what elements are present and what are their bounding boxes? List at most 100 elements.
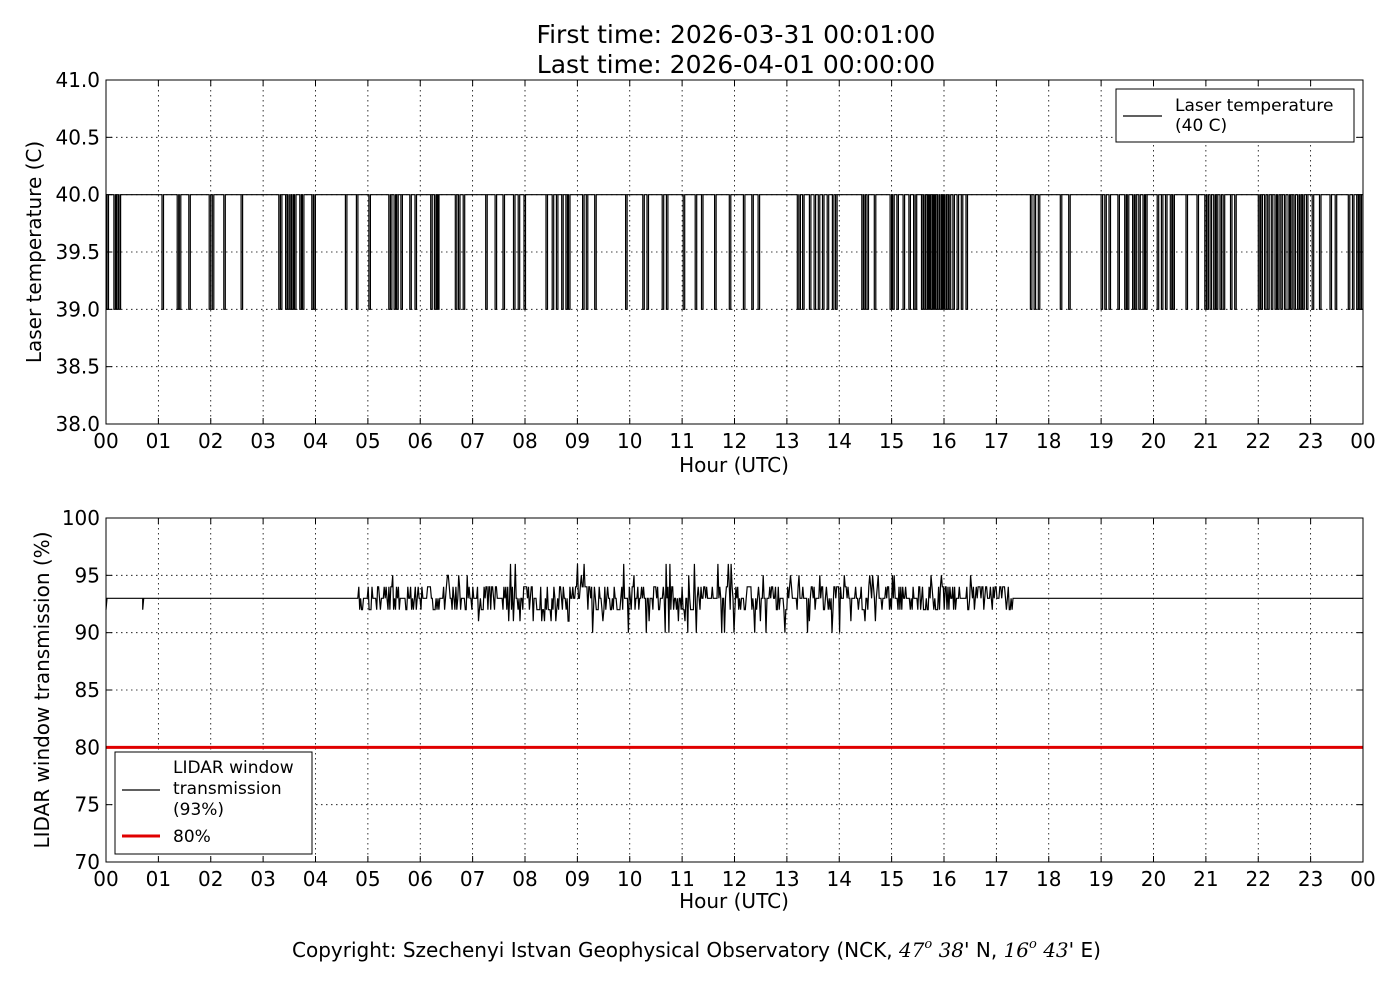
top-x-tick-label: 18 xyxy=(1036,429,1061,453)
bottom-x-tick-label: 09 xyxy=(565,867,590,891)
top-legend-box xyxy=(1115,88,1355,143)
top-x-tick-label: 22 xyxy=(1246,429,1271,453)
latitude-degree-mark: o xyxy=(924,937,932,952)
copyright-text: Copyright: Szechenyi Istvan Geophysical … xyxy=(292,937,1101,962)
bottom-x-axis-label: Hour (UTC) xyxy=(679,889,789,913)
top-x-tick-label: 21 xyxy=(1193,429,1218,453)
top-x-tick-label: 09 xyxy=(565,429,590,453)
top-legend-label: Laser temperature (40 C) xyxy=(1175,96,1333,136)
top-y-tick-label: 38.0 xyxy=(55,412,100,436)
bottom-x-tick-label: 00 xyxy=(1350,867,1375,891)
bottom-y-tick-label: 70 xyxy=(75,850,100,874)
bottom-x-tick-label: 17 xyxy=(984,867,1009,891)
bottom-x-tick-label: 20 xyxy=(1141,867,1166,891)
latitude-minutes: 38 xyxy=(932,938,964,962)
top-x-tick-label: 11 xyxy=(669,429,694,453)
bottom-x-tick-label: 14 xyxy=(827,867,852,891)
top-y-tick-label: 40.0 xyxy=(55,183,100,207)
top-x-tick-label: 23 xyxy=(1298,429,1323,453)
top-y-tick-label: 39.5 xyxy=(55,240,100,264)
bottom-x-tick-label: 01 xyxy=(146,867,171,891)
bottom-grid xyxy=(105,517,1364,863)
bottom-x-tick-label: 06 xyxy=(408,867,433,891)
top-x-tick-label: 00 xyxy=(1350,429,1375,453)
top-x-tick-label: 04 xyxy=(303,429,328,453)
bottom-x-tick-label: 08 xyxy=(512,867,537,891)
top-x-tick-label: 07 xyxy=(460,429,485,453)
laser-temperature-chart: 38.0 38.5 39.0 39.5 40.0 40.5 41.0 00 01 02 03 04 0… xyxy=(22,68,1376,477)
top-x-tick-label: 05 xyxy=(355,429,380,453)
latitude-degrees: 47 xyxy=(898,938,925,962)
top-y-axis-label: Laser temperature (C) xyxy=(22,141,46,363)
bottom-y-tick-labels: 70 75 80 85 90 95 100 xyxy=(62,506,100,874)
bottom-x-tick-label: 03 xyxy=(250,867,275,891)
top-x-tick-label: 08 xyxy=(512,429,537,453)
bottom-x-tick-label: 13 xyxy=(774,867,799,891)
bottom-series xyxy=(105,563,1363,749)
top-x-axis-label: Hour (UTC) xyxy=(679,453,789,477)
longitude-degree-mark: o xyxy=(1029,937,1037,952)
bottom-x-tick-label: 12 xyxy=(722,867,747,891)
copyright-prefix: Copyright: Szechenyi Istvan Geophysical … xyxy=(292,938,899,962)
bottom-y-tick-label: 100 xyxy=(62,506,100,530)
top-x-tick-label: 10 xyxy=(617,429,642,453)
top-x-tick-label: 01 xyxy=(146,429,171,453)
lidar-transmission-chart: 70 75 80 85 90 95 100 00 01 02 03 04 05 06 07 08 09 10 11… xyxy=(30,506,1376,913)
bottom-x-tick-label: 04 xyxy=(303,867,328,891)
top-x-tick-label: 03 xyxy=(250,429,275,453)
top-y-tick-label: 39.0 xyxy=(55,297,100,321)
bottom-legend: LIDAR window transmission (93%) 80% xyxy=(114,751,313,855)
longitude-degrees: 16 xyxy=(1004,938,1030,962)
bottom-y-tick-label: 90 xyxy=(75,621,100,645)
bottom-x-tick-label: 10 xyxy=(617,867,642,891)
latitude-suffix: ' N, xyxy=(964,938,1004,962)
bottom-plot-frame xyxy=(105,517,1364,863)
bottom-x-tick-labels: 00 01 02 03 04 05 06 07 08 09 10 11 12 13 14 15 16 17 18 19… xyxy=(93,867,1375,891)
top-y-tick-label: 40.5 xyxy=(55,125,100,149)
legend-line: Laser temperature xyxy=(1175,96,1333,116)
bottom-legend-label-transmission: LIDAR window transmission (93%) xyxy=(173,758,294,820)
bottom-x-tick-label: 15 xyxy=(879,867,904,891)
bottom-y-tick-label: 75 xyxy=(75,793,100,817)
top-x-tick-label: 06 xyxy=(408,429,433,453)
title-line-1: First time: 2026-03-31 00:01:00 xyxy=(537,20,936,49)
top-y-tick-labels: 38.0 38.5 39.0 39.5 40.0 40.5 41.0 xyxy=(55,68,100,436)
bottom-x-tick-label: 02 xyxy=(198,867,223,891)
bottom-x-tick-label: 07 xyxy=(460,867,485,891)
bottom-y-tick-label: 95 xyxy=(75,563,100,587)
top-x-tick-label: 13 xyxy=(774,429,799,453)
longitude-minutes: 43 xyxy=(1037,938,1069,962)
bottom-y-axis-label: LIDAR window transmission (%) xyxy=(30,532,54,849)
top-legend: Laser temperature (40 C) xyxy=(1115,88,1355,143)
top-y-tick-label: 38.5 xyxy=(55,355,100,379)
bottom-x-tick-label: 21 xyxy=(1193,867,1218,891)
bottom-x-tick-label: 05 xyxy=(355,867,380,891)
bottom-y-tick-label: 80 xyxy=(75,735,100,759)
top-x-tick-label: 15 xyxy=(879,429,904,453)
bottom-x-tick-label: 23 xyxy=(1298,867,1323,891)
top-x-tick-label: 14 xyxy=(827,429,852,453)
bottom-x-tick-label: 11 xyxy=(669,867,694,891)
bottom-legend-label-threshold: 80% xyxy=(173,827,211,847)
top-plot-frame xyxy=(105,79,1364,425)
legend-line: LIDAR window xyxy=(173,758,294,778)
top-x-tick-label: 02 xyxy=(198,429,223,453)
top-series xyxy=(106,194,1364,310)
top-x-tick-labels: 00 01 02 03 04 05 06 07 08 09 10 11 12 13 14 15 16 17 18 19… xyxy=(93,429,1375,453)
bottom-x-tick-label: 00 xyxy=(93,867,118,891)
bottom-x-tick-label: 18 xyxy=(1036,867,1061,891)
longitude-suffix: ' E) xyxy=(1069,938,1101,962)
top-x-tick-label: 17 xyxy=(984,429,1009,453)
top-x-tick-label: 16 xyxy=(931,429,956,453)
bottom-x-tick-label: 22 xyxy=(1246,867,1271,891)
bottom-x-tick-label: 16 xyxy=(931,867,956,891)
top-x-tick-label: 00 xyxy=(93,429,118,453)
top-x-tick-label: 12 xyxy=(722,429,747,453)
top-series-line xyxy=(106,194,1364,310)
title-line-2: Last time: 2026-04-01 00:00:00 xyxy=(537,50,935,79)
top-y-tick-label: 41.0 xyxy=(55,68,100,92)
top-x-tick-label: 20 xyxy=(1141,429,1166,453)
legend-line: transmission xyxy=(173,779,282,799)
bottom-y-tick-label: 85 xyxy=(75,678,100,702)
